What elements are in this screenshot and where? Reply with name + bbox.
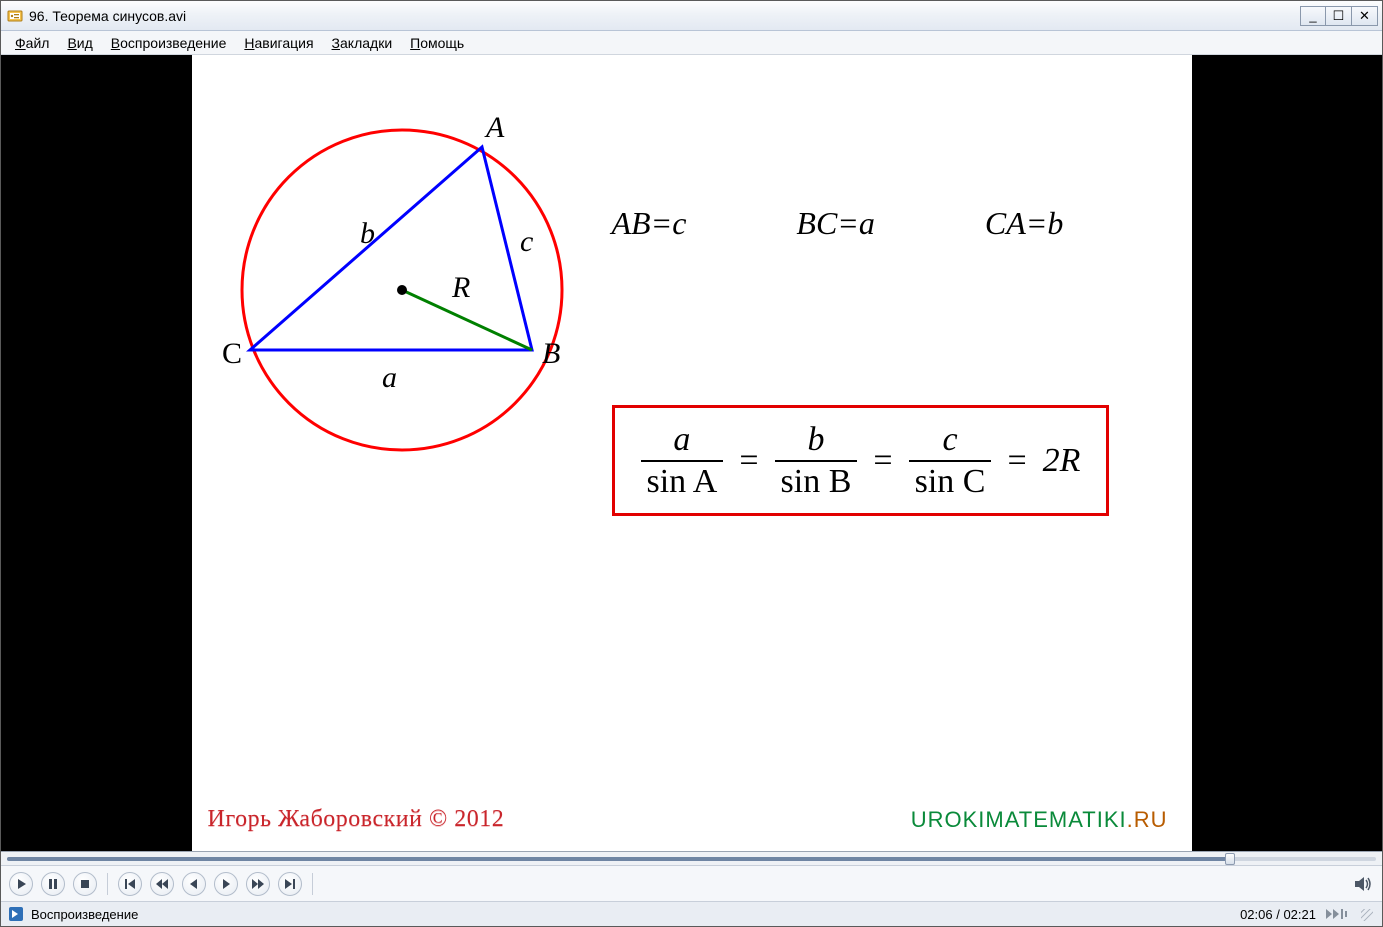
frac-num: b: [801, 422, 830, 460]
menu-accel: В: [111, 35, 120, 51]
equals: =: [735, 442, 762, 480]
geometry-diagram: A B C Ra b c: [202, 75, 602, 475]
video-frame: A B C Ra b c AB=c BC=a CA=b a sin A = b sin B…: [192, 55, 1192, 851]
time-sep: /: [1273, 907, 1284, 922]
maximize-button[interactable]: ☐: [1326, 6, 1352, 26]
menu-accel: В: [67, 35, 76, 51]
time-total: 02:21: [1283, 907, 1316, 922]
svg-text:A: A: [484, 111, 505, 144]
law-of-sines-formula: a sin A = b sin B = c sin C = 2R: [612, 405, 1110, 516]
site-tld: .RU: [1127, 807, 1168, 832]
next-track-button[interactable]: [278, 872, 302, 896]
close-button[interactable]: ✕: [1352, 6, 1378, 26]
seek-knob[interactable]: [1225, 853, 1235, 865]
svg-text:C: C: [222, 337, 242, 370]
menu-rest: омощь: [420, 35, 464, 51]
video-area[interactable]: A B C Ra b c AB=c BC=a CA=b a sin A = b sin B…: [1, 55, 1382, 852]
menu-accel: Н: [244, 35, 254, 51]
equals: =: [869, 442, 896, 480]
seek-bar[interactable]: [1, 852, 1382, 866]
minimize-button[interactable]: _: [1300, 6, 1326, 26]
frac-b: b sin B: [775, 422, 858, 499]
minimize-glyph: _: [1309, 9, 1316, 22]
stop-button[interactable]: [73, 872, 97, 896]
frac-num: c: [936, 422, 963, 460]
menu-file[interactable]: Файл: [7, 33, 57, 53]
app-window: 96. Теорема синусов.avi _ ☐ ✕ Файл Вид В…: [0, 0, 1383, 927]
play-button[interactable]: [9, 872, 33, 896]
window-title: 96. Теорема синусов.avi: [29, 8, 1294, 24]
formula-tail: 2R: [1043, 442, 1081, 480]
rewind-button[interactable]: [150, 872, 174, 896]
site-main: UROKIMATEMATIKI: [911, 807, 1127, 832]
separator: [312, 873, 313, 895]
site-credit: UROKIMATEMATIKI.RU: [911, 807, 1168, 833]
menu-help[interactable]: Помощь: [402, 33, 472, 53]
app-icon: [7, 8, 23, 24]
svg-text:R: R: [451, 271, 470, 304]
frac-den: sin B: [775, 460, 858, 500]
menu-navigate[interactable]: Навигация: [236, 33, 321, 53]
time-current: 02:06: [1240, 907, 1273, 922]
author-credit: Игорь Жаборовский © 2012: [208, 806, 505, 833]
menu-rest: авигация: [254, 35, 313, 51]
prev-track-button[interactable]: [118, 872, 142, 896]
frac-den: sin C: [909, 460, 992, 500]
menubar: Файл Вид Воспроизведение Навигация Закла…: [1, 31, 1382, 55]
rate-icon[interactable]: [1324, 907, 1350, 921]
menu-rest: айл: [26, 35, 50, 51]
menu-accel: З: [332, 35, 340, 51]
menu-accel: П: [410, 35, 420, 51]
menu-bookmarks[interactable]: Закладки: [324, 33, 401, 53]
menu-rest: ид: [77, 35, 93, 51]
seek-progress: [7, 857, 1230, 861]
menu-rest: оспроизведение: [120, 35, 226, 51]
equals: =: [1003, 442, 1030, 480]
fast-forward-button[interactable]: [246, 872, 270, 896]
side-equalities: AB=c BC=a CA=b: [612, 205, 1064, 242]
svg-text:c: c: [520, 225, 533, 258]
svg-text:a: a: [382, 361, 397, 394]
statusbar: Воспроизведение 02:06 / 02:21: [1, 902, 1382, 926]
step-forward-button[interactable]: [214, 872, 238, 896]
menu-rest: акладки: [340, 35, 392, 51]
status-text: Воспроизведение: [31, 907, 138, 922]
eq-bc: BC=a: [796, 205, 874, 242]
frac-a: a sin A: [641, 422, 724, 499]
eq-ca: CA=b: [985, 205, 1063, 242]
titlebar: 96. Теорема синусов.avi _ ☐ ✕: [1, 1, 1382, 31]
eq-ab: AB=c: [612, 205, 687, 242]
frac-num: a: [667, 422, 696, 460]
menu-play[interactable]: Воспроизведение: [103, 33, 235, 53]
maximize-glyph: ☐: [1333, 9, 1345, 22]
close-glyph: ✕: [1359, 9, 1370, 22]
volume-icon[interactable]: [1352, 873, 1374, 895]
play-status-icon: [9, 907, 23, 921]
pause-button[interactable]: [41, 872, 65, 896]
frac-c: c sin C: [909, 422, 992, 499]
menu-view[interactable]: Вид: [59, 33, 100, 53]
separator: [107, 873, 108, 895]
menu-accel: Ф: [15, 35, 26, 51]
frac-den: sin A: [641, 460, 724, 500]
svg-text:b: b: [360, 217, 375, 250]
window-buttons: _ ☐ ✕: [1300, 6, 1378, 26]
resize-grip[interactable]: [1358, 906, 1374, 922]
svg-text:B: B: [542, 337, 560, 370]
step-back-button[interactable]: [182, 872, 206, 896]
playback-controls: [1, 866, 1382, 902]
time-display: 02:06 / 02:21: [1240, 907, 1316, 922]
